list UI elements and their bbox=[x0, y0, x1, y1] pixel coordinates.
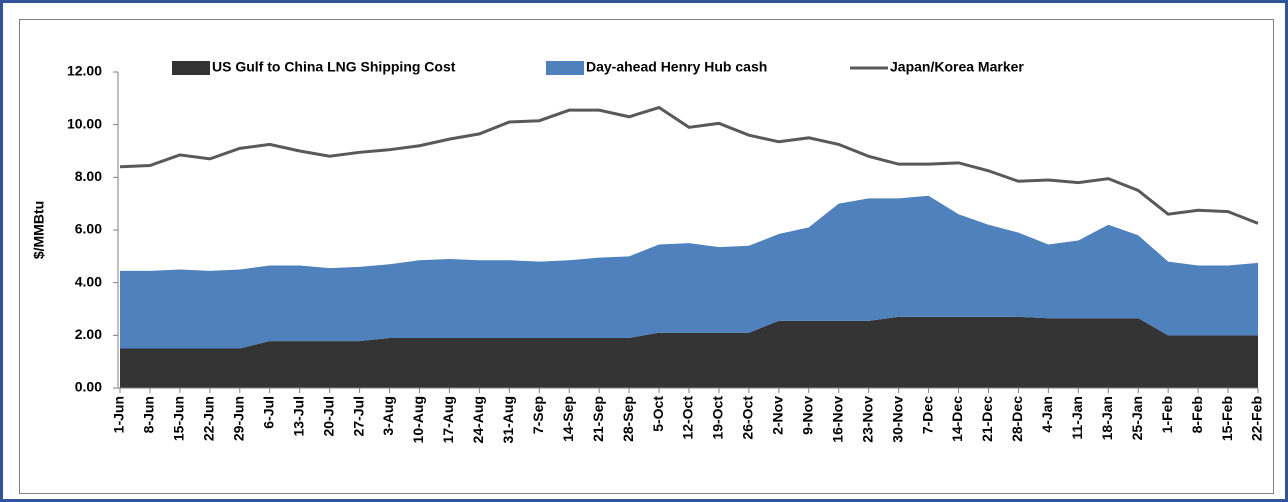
x-tick-label: 21-Sep bbox=[590, 396, 606, 442]
x-tick-label: 5-Oct bbox=[650, 396, 666, 432]
x-tick-label: 28-Dec bbox=[1009, 396, 1025, 442]
x-tick-label: 2-Nov bbox=[770, 396, 786, 435]
x-tick-label: 16-Nov bbox=[829, 396, 845, 443]
legend-label: Japan/Korea Marker bbox=[890, 59, 1024, 75]
x-tick-label: 27-Jul bbox=[350, 396, 366, 436]
legend-label: Day-ahead Henry Hub cash bbox=[586, 59, 767, 75]
x-tick-label: 14-Dec bbox=[949, 396, 965, 442]
x-tick-label: 3-Aug bbox=[380, 396, 396, 436]
x-tick-label: 4-Jan bbox=[1039, 396, 1055, 433]
x-tick-label: 22-Feb bbox=[1249, 396, 1265, 441]
x-tick-label: 10-Aug bbox=[410, 396, 426, 443]
x-tick-label: 22-Jun bbox=[201, 396, 217, 441]
y-tick-label: 4.00 bbox=[75, 273, 102, 289]
x-tick-label: 23-Nov bbox=[859, 396, 875, 443]
area bbox=[120, 195, 1258, 349]
x-tick-label: 17-Aug bbox=[440, 396, 456, 443]
x-tick-label: 30-Nov bbox=[889, 396, 905, 443]
inner-frame bbox=[19, 19, 1274, 494]
legend-swatch bbox=[172, 61, 210, 75]
x-tick-label: 20-Jul bbox=[320, 396, 336, 436]
x-tick-label: 8-Feb bbox=[1189, 396, 1205, 433]
x-tick-label: 21-Dec bbox=[979, 396, 995, 442]
x-tick-label: 1-Jun bbox=[111, 396, 127, 433]
x-tick-label: 25-Jan bbox=[1129, 396, 1145, 440]
legend-label: US Gulf to China LNG Shipping Cost bbox=[212, 59, 456, 75]
area bbox=[120, 316, 1258, 388]
x-tick-label: 15-Jun bbox=[171, 396, 187, 441]
x-tick-label: 8-Jun bbox=[141, 396, 157, 433]
x-tick-label: 7-Sep bbox=[530, 396, 546, 434]
x-tick-label: 6-Jul bbox=[260, 396, 276, 429]
line bbox=[119, 105, 1259, 225]
y-tick-label: 10.00 bbox=[67, 115, 102, 131]
x-tick-label: 18-Jan bbox=[1099, 396, 1115, 440]
y-tick-label: 8.00 bbox=[75, 168, 102, 184]
x-tick-label: 26-Oct bbox=[740, 396, 756, 440]
x-tick-label: 31-Aug bbox=[500, 396, 516, 443]
y-tick-label: 12.00 bbox=[67, 63, 102, 79]
x-tick-label: 29-Jun bbox=[230, 396, 246, 441]
y-tick-label: 0.00 bbox=[75, 379, 102, 395]
y-tick-label: 6.00 bbox=[75, 221, 102, 237]
x-tick-label: 9-Nov bbox=[799, 396, 815, 435]
x-tick-label: 13-Jul bbox=[290, 396, 306, 436]
x-tick-label: 1-Feb bbox=[1159, 396, 1175, 433]
x-tick-label: 15-Feb bbox=[1219, 396, 1235, 441]
x-tick-label: 11-Jan bbox=[1069, 396, 1085, 440]
x-tick-label: 12-Oct bbox=[680, 396, 696, 440]
x-tick-label: 19-Oct bbox=[710, 396, 726, 440]
x-tick-label: 28-Sep bbox=[620, 396, 636, 442]
legend-swatch bbox=[546, 61, 584, 75]
y-axis-label: $/MMBtu bbox=[31, 201, 47, 259]
y-tick-label: 2.00 bbox=[75, 326, 102, 342]
x-tick-label: 7-Dec bbox=[919, 396, 935, 434]
x-tick-label: 24-Aug bbox=[470, 396, 486, 443]
x-tick-label: 14-Sep bbox=[560, 396, 576, 442]
